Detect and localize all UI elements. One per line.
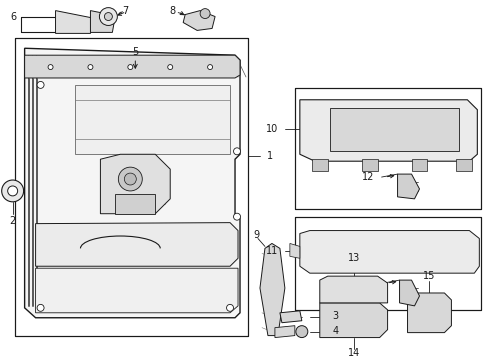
Polygon shape <box>455 159 471 171</box>
Circle shape <box>8 186 18 196</box>
Circle shape <box>1 180 23 202</box>
Text: 10: 10 <box>265 125 277 135</box>
Polygon shape <box>299 100 476 161</box>
Text: 5: 5 <box>132 47 138 57</box>
Polygon shape <box>36 222 238 266</box>
Bar <box>15 39 247 336</box>
Polygon shape <box>411 159 427 171</box>
Polygon shape <box>311 159 327 171</box>
Circle shape <box>37 81 44 89</box>
Circle shape <box>207 64 212 69</box>
Polygon shape <box>100 154 170 214</box>
Polygon shape <box>260 243 285 336</box>
Circle shape <box>233 213 240 220</box>
Text: 11: 11 <box>265 246 277 256</box>
Circle shape <box>233 148 240 155</box>
Text: 8: 8 <box>169 6 175 15</box>
Polygon shape <box>319 276 387 303</box>
Text: 12: 12 <box>362 172 374 182</box>
Circle shape <box>295 326 307 338</box>
Polygon shape <box>75 85 229 154</box>
Polygon shape <box>397 174 419 199</box>
Polygon shape <box>279 311 301 323</box>
Text: 9: 9 <box>252 230 259 239</box>
Text: 13: 13 <box>347 253 359 263</box>
Circle shape <box>88 64 93 69</box>
Polygon shape <box>361 159 377 171</box>
Circle shape <box>37 304 44 311</box>
Circle shape <box>127 64 133 69</box>
Polygon shape <box>24 48 240 318</box>
Text: 2: 2 <box>9 216 16 226</box>
Polygon shape <box>115 194 155 214</box>
Polygon shape <box>407 293 450 333</box>
Text: 4: 4 <box>332 326 338 336</box>
Text: 6: 6 <box>11 12 17 22</box>
Polygon shape <box>289 243 299 258</box>
Bar <box>294 88 480 209</box>
Text: 3: 3 <box>332 311 338 321</box>
Polygon shape <box>329 108 458 151</box>
Text: 1: 1 <box>266 151 272 161</box>
Polygon shape <box>299 230 478 273</box>
Circle shape <box>48 64 53 69</box>
Polygon shape <box>399 280 419 306</box>
Polygon shape <box>56 10 95 33</box>
Circle shape <box>99 8 117 26</box>
Circle shape <box>104 13 112 21</box>
Circle shape <box>200 9 210 18</box>
Circle shape <box>124 173 136 185</box>
Polygon shape <box>90 10 115 32</box>
Circle shape <box>226 304 233 311</box>
Bar <box>294 217 480 310</box>
Circle shape <box>118 167 142 191</box>
Text: 15: 15 <box>423 271 435 281</box>
Polygon shape <box>24 55 240 78</box>
Polygon shape <box>183 10 215 30</box>
Text: 7: 7 <box>122 6 128 15</box>
Text: 14: 14 <box>347 348 359 359</box>
Circle shape <box>167 64 172 69</box>
Polygon shape <box>274 326 294 338</box>
Polygon shape <box>319 303 387 338</box>
Text: 12: 12 <box>364 278 376 288</box>
Polygon shape <box>36 268 238 313</box>
